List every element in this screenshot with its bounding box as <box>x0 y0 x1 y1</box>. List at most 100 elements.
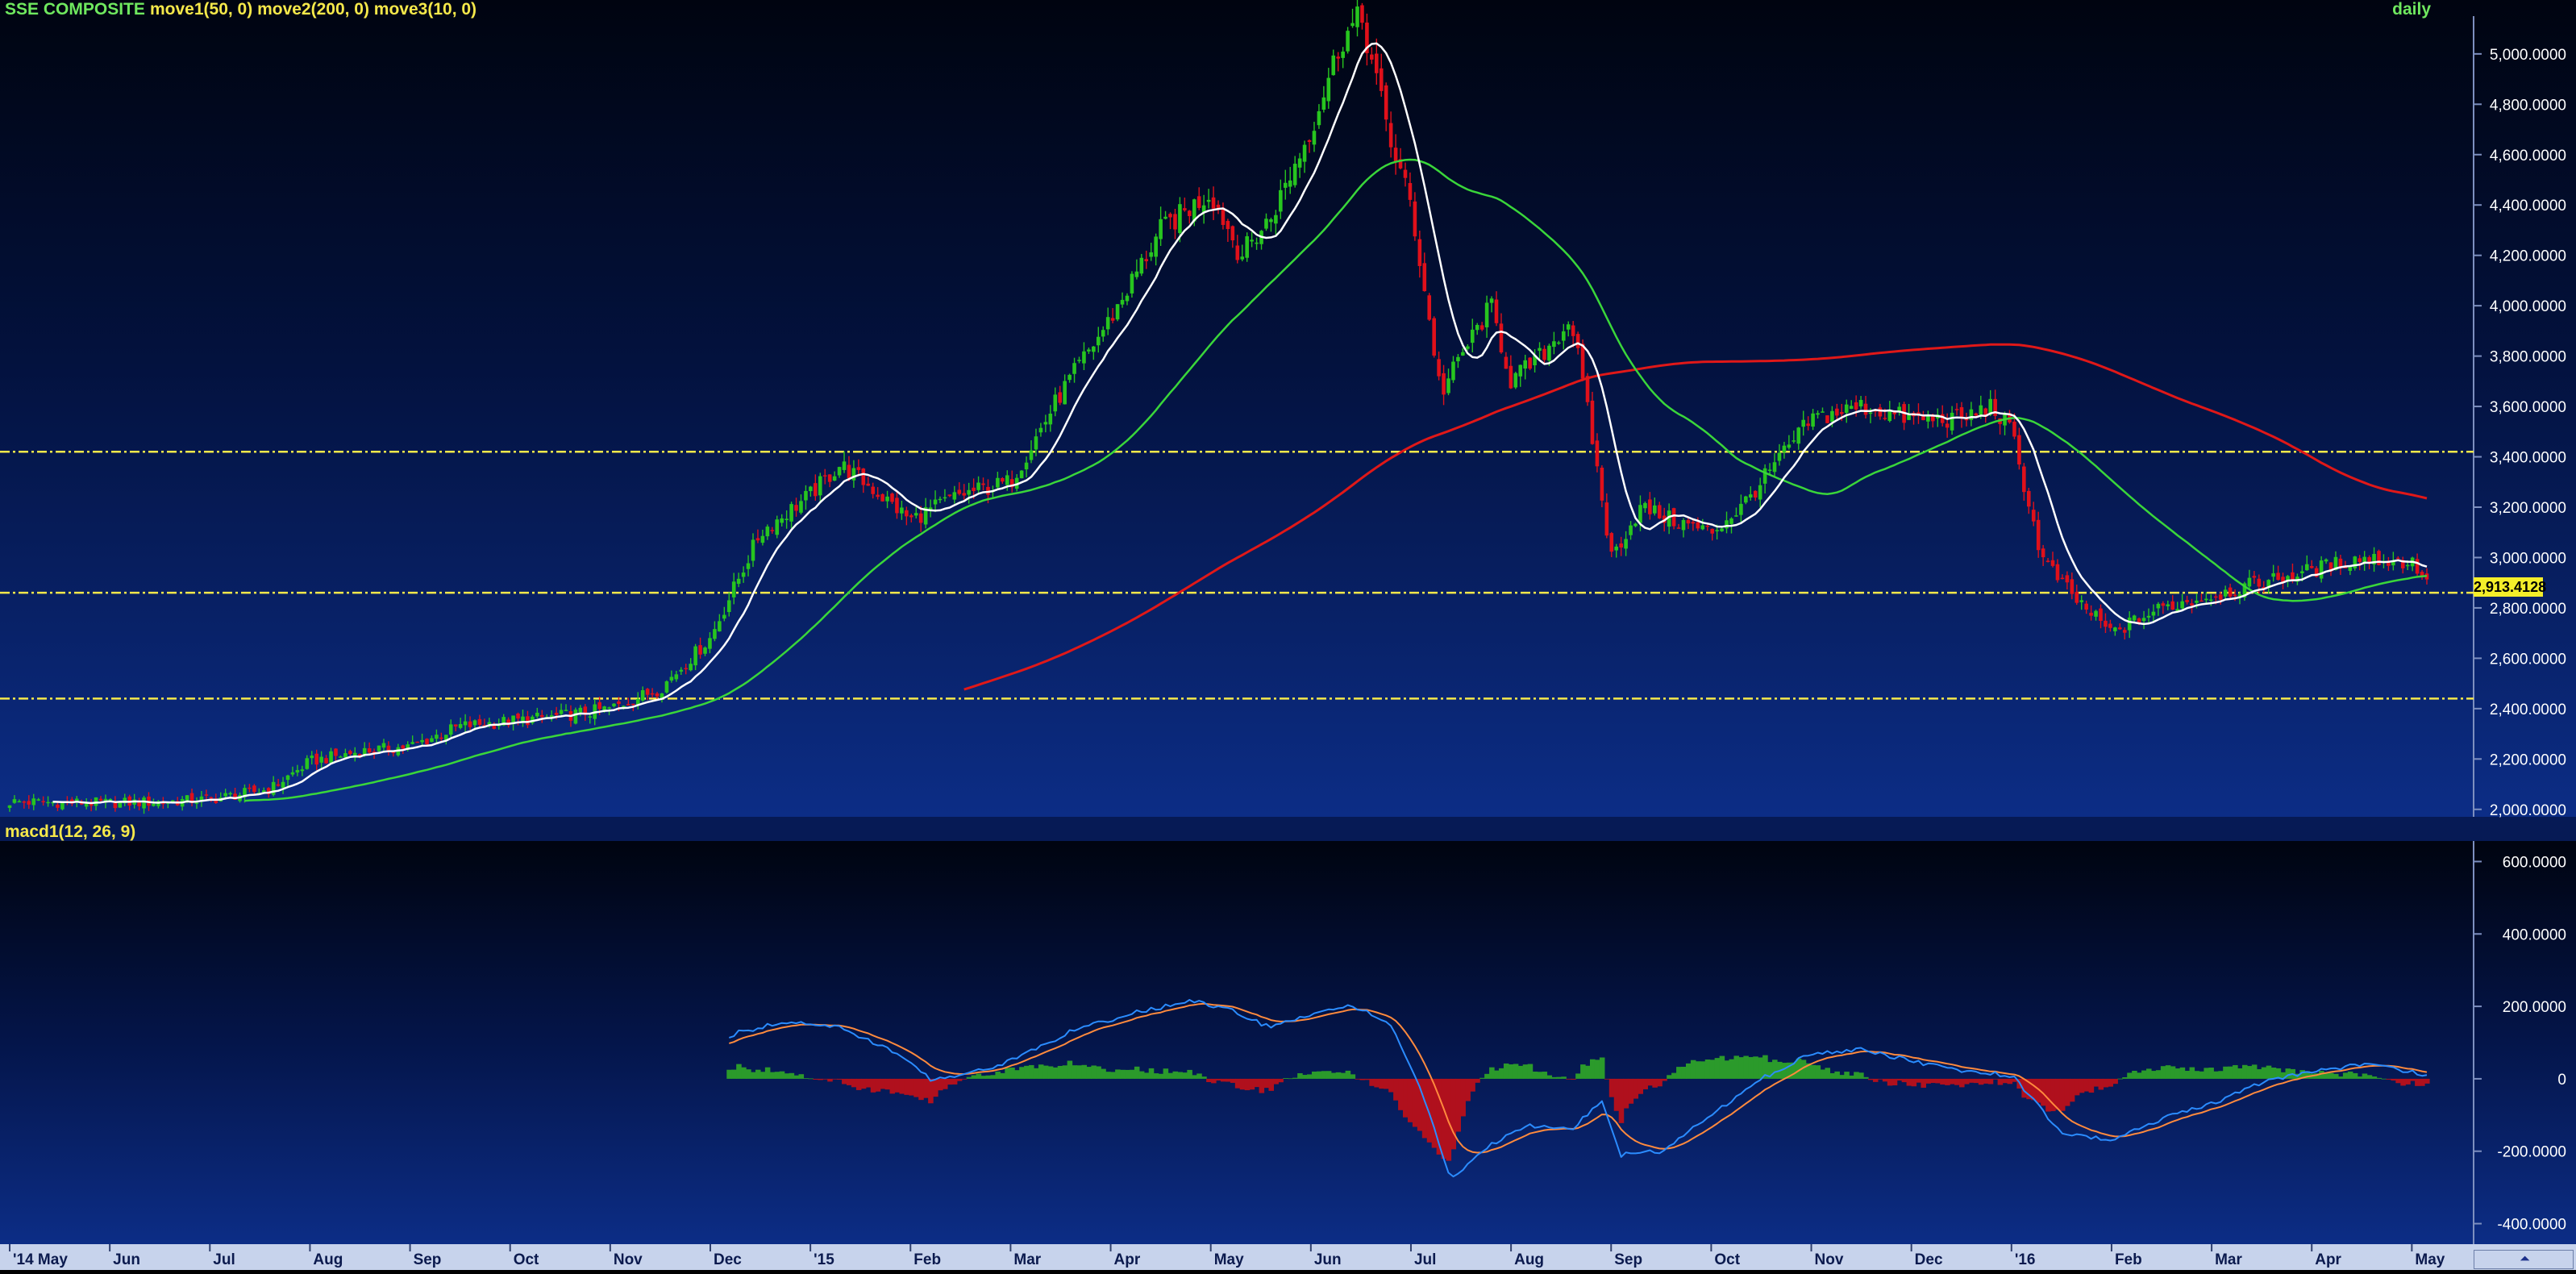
candle-body <box>905 510 909 517</box>
histogram-bar <box>1695 1061 1701 1079</box>
histogram-bar <box>2266 1065 2272 1079</box>
histogram-bar <box>1426 1078 1433 1143</box>
candle-body <box>1696 522 1700 529</box>
histogram-bar <box>2357 1076 2363 1079</box>
candle-body <box>435 735 439 739</box>
histogram-bar <box>2233 1064 2238 1079</box>
histogram-bar <box>808 1078 814 1080</box>
histogram-bar <box>2261 1067 2267 1079</box>
candle-body <box>612 703 616 706</box>
candle-body <box>1264 219 1268 229</box>
histogram-bar <box>1057 1065 1063 1079</box>
candle-body <box>1120 299 1125 305</box>
candle-body <box>2118 627 2122 630</box>
candle-body <box>583 706 588 715</box>
candle-body <box>900 507 904 514</box>
candle-body <box>1638 505 1642 523</box>
histogram-bar <box>1685 1063 1692 1079</box>
histogram-bar <box>1307 1074 1313 1079</box>
candle-body <box>578 707 583 713</box>
candle-body <box>1269 219 1273 223</box>
histogram-bar <box>2213 1071 2219 1079</box>
date-tick-label: Dec <box>714 1251 742 1268</box>
candle-body <box>1744 496 1748 503</box>
histogram-bar <box>746 1069 751 1079</box>
candle-body <box>521 716 525 722</box>
histogram-bar <box>2228 1066 2233 1079</box>
candle-body <box>1801 419 1806 427</box>
candle-body <box>430 738 434 743</box>
histogram-bar <box>1834 1071 1840 1079</box>
histogram-bar <box>2189 1067 2195 1079</box>
histogram-bar <box>1292 1077 1298 1079</box>
histogram-bar <box>1815 1065 1821 1079</box>
candle-body <box>223 793 227 797</box>
candle-body <box>976 482 980 490</box>
histogram-bar <box>1455 1078 1461 1132</box>
histogram-bar <box>904 1078 909 1095</box>
candle-body <box>909 515 913 518</box>
histogram-bar <box>1201 1076 1207 1079</box>
candle-body <box>228 793 232 795</box>
candle-body <box>2079 600 2084 602</box>
histogram-bar <box>1911 1078 1917 1087</box>
candle-body <box>1134 271 1139 277</box>
histogram-bar <box>1475 1078 1480 1083</box>
candle-body <box>559 710 564 714</box>
histogram-bar <box>1992 1078 1999 1080</box>
candle-body <box>477 718 482 725</box>
candle-body <box>1830 410 1834 423</box>
histogram-bar <box>1163 1068 1169 1079</box>
candle-body <box>851 468 856 481</box>
price-tick-label: 3,600.0000 <box>2490 399 2566 416</box>
histogram-bar <box>2132 1070 2137 1079</box>
histogram-bar <box>961 1078 968 1080</box>
candle-body <box>1479 325 1484 330</box>
candle-body <box>1945 423 1950 428</box>
candle-body <box>2286 576 2290 581</box>
candle-body <box>799 501 803 513</box>
candle-body <box>2045 560 2050 562</box>
candle-body <box>684 668 689 670</box>
candle-body <box>1173 214 1177 230</box>
histogram-bar <box>2007 1078 2013 1085</box>
candle-body <box>880 493 884 502</box>
candle-body <box>1720 528 1724 531</box>
candle-body <box>1835 408 1839 416</box>
candle-body <box>266 788 271 795</box>
histogram-bar <box>2122 1076 2128 1079</box>
histogram-bar <box>2012 1078 2018 1082</box>
candle-body <box>290 772 295 775</box>
histogram-bar <box>2150 1071 2157 1079</box>
candle-body <box>1772 462 1777 473</box>
candle-body <box>204 794 209 796</box>
date-tick-label: Dec <box>1915 1251 1943 1268</box>
candle-body <box>1139 257 1144 274</box>
histogram-bar <box>1479 1077 1485 1079</box>
histogram-bar <box>2342 1072 2349 1079</box>
candle-body <box>2146 615 2151 618</box>
candle-body <box>703 647 707 654</box>
histogram-bar <box>2386 1078 2391 1080</box>
histogram-bar <box>1676 1067 1682 1079</box>
candle-body <box>1379 68 1384 91</box>
candle-body <box>1001 478 1005 482</box>
histogram-bar <box>2103 1078 2109 1088</box>
candle-body <box>2377 551 2381 565</box>
histogram-bar <box>1571 1078 1576 1080</box>
histogram-bar <box>1369 1078 1375 1086</box>
candle-body <box>1130 273 1134 294</box>
histogram-bar <box>1254 1078 1260 1088</box>
candle-body <box>1283 182 1288 188</box>
candle-body <box>832 476 837 481</box>
candle-body <box>713 629 717 639</box>
histogram-bar <box>1143 1072 1150 1079</box>
histogram-bar <box>1067 1060 1073 1079</box>
candle-body <box>1014 477 1019 489</box>
histogram-bar <box>1388 1078 1394 1093</box>
corner-button[interactable]: ⏶ <box>2474 1250 2574 1269</box>
histogram-bar <box>1038 1064 1044 1079</box>
candle-body <box>2060 577 2065 580</box>
histogram-bar <box>2391 1078 2396 1081</box>
candle-body <box>1897 406 1901 413</box>
